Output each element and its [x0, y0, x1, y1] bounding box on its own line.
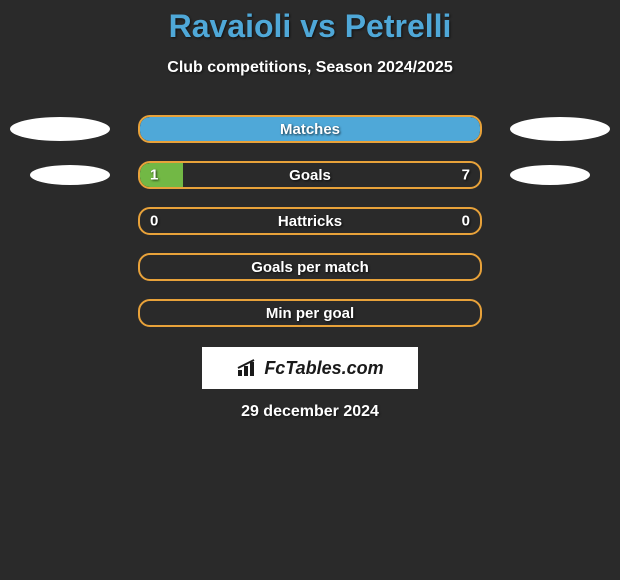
stat-bar: Min per goal: [138, 299, 482, 327]
stat-row: 0 Hattricks 0: [0, 207, 620, 235]
stat-row: 1 Goals 7: [0, 161, 620, 189]
player-marker-left: [10, 117, 110, 141]
stat-value-left: 1: [150, 167, 158, 184]
stats-region: Matches 1 Goals 7 0 Hattricks 0 Goals per match…: [0, 115, 620, 327]
stat-row: Matches: [0, 115, 620, 143]
page-title: Ravaioli vs Petrelli: [0, 8, 620, 45]
stat-row: Goals per match: [0, 253, 620, 281]
stat-value-left: 0: [150, 213, 158, 230]
stat-label: Min per goal: [266, 305, 354, 322]
subtitle: Club competitions, Season 2024/2025: [0, 59, 620, 77]
stat-value-right: 7: [462, 167, 470, 184]
stat-row: Min per goal: [0, 299, 620, 327]
stat-label: Goals per match: [251, 259, 369, 276]
stat-bar: 1 Goals 7: [138, 161, 482, 189]
date-stamp: 29 december 2024: [0, 403, 620, 421]
comparison-infographic: Ravaioli vs Petrelli Club competitions, …: [0, 0, 620, 421]
logo-text: FcTables.com: [236, 358, 383, 379]
stat-label: Matches: [280, 121, 340, 138]
player-marker-right: [510, 117, 610, 141]
logo-label: FcTables.com: [264, 358, 383, 379]
stat-bar: 0 Hattricks 0: [138, 207, 482, 235]
stat-bar: Goals per match: [138, 253, 482, 281]
stat-bar: Matches: [138, 115, 482, 143]
source-logo: FcTables.com: [202, 347, 418, 389]
stat-label: Goals: [289, 167, 331, 184]
chart-icon: [236, 358, 264, 378]
player-marker-left: [30, 165, 110, 185]
player-marker-right: [510, 165, 590, 185]
stat-label: Hattricks: [278, 213, 342, 230]
stat-value-right: 0: [462, 213, 470, 230]
bar-fill: [140, 163, 183, 187]
